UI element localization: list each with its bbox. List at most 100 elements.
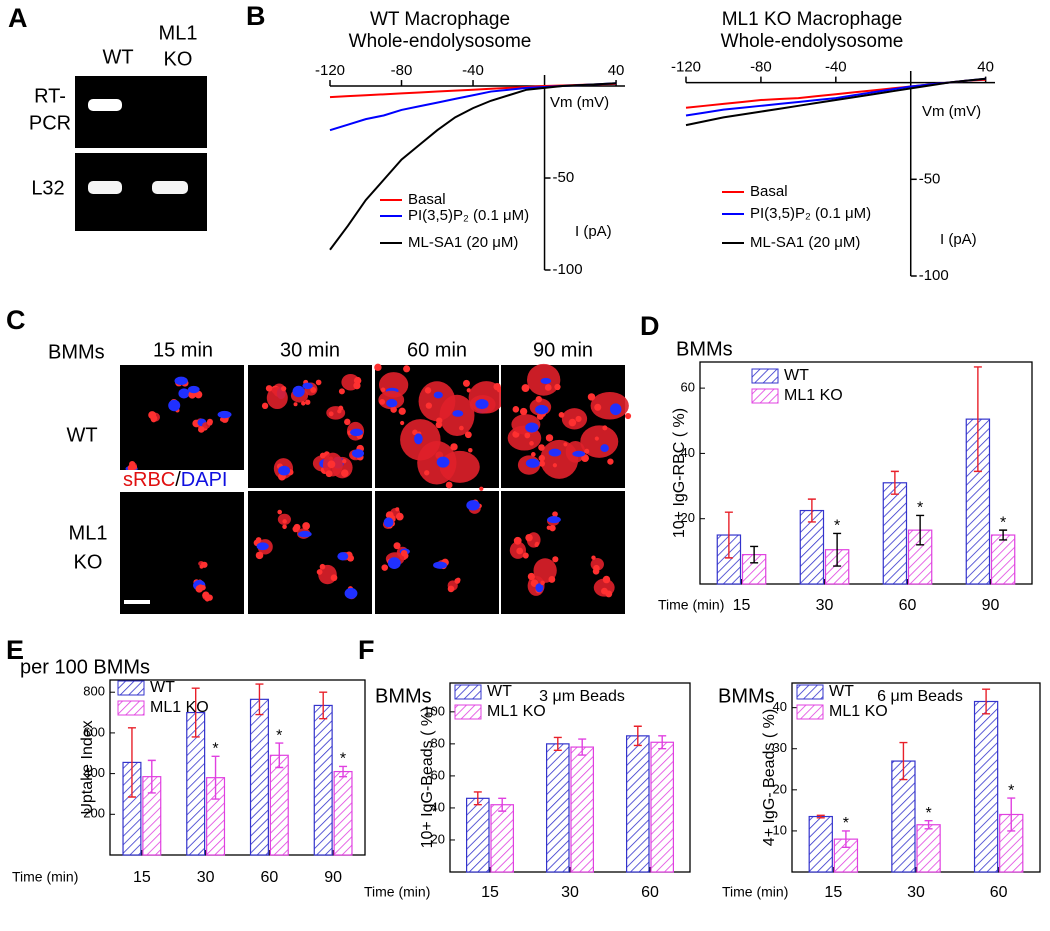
panel-label: A [8, 3, 28, 33]
rbc [546, 525, 552, 530]
rbc [342, 459, 347, 464]
error-bar [982, 688, 991, 715]
bar [570, 746, 594, 873]
bar [545, 743, 570, 873]
x-tick-label: 60 [899, 597, 917, 614]
trace [685, 77, 986, 127]
y-axis-label: 10+ IgG-RBC ( %) [671, 408, 688, 538]
error-bar [658, 735, 667, 750]
rbc [425, 402, 433, 409]
rbc [315, 379, 322, 386]
nucleus [174, 376, 188, 386]
rbc [554, 383, 561, 391]
rbc [398, 407, 406, 415]
panel-label: F [358, 635, 375, 665]
rbc [316, 569, 323, 575]
rbc [594, 436, 599, 441]
x-tick-label: 40 [977, 59, 994, 76]
plot-frame [109, 679, 366, 856]
rbc [344, 418, 351, 426]
row-label: L32 [31, 177, 64, 199]
nucleus [298, 530, 312, 538]
rbc [544, 384, 552, 391]
rbc [479, 486, 484, 491]
y-tick-label: 20 [773, 781, 787, 796]
micrograph [120, 491, 244, 614]
legend-swatch [117, 700, 145, 716]
legend-swatch [796, 684, 824, 700]
rbc [512, 406, 520, 413]
x-tick-label: -40 [462, 62, 484, 79]
error-bar [498, 797, 507, 812]
x-tick-label: 60 [641, 884, 659, 901]
rbc [602, 575, 611, 584]
nucleus [187, 385, 200, 394]
error-bar [899, 741, 908, 781]
x-tick-label: -80 [750, 59, 772, 76]
gel-band [88, 181, 122, 194]
rbc [390, 406, 397, 413]
rbc [538, 444, 545, 451]
nucleus [540, 377, 552, 384]
panel-label: D [640, 311, 660, 341]
rbc [353, 376, 362, 385]
micrograph [120, 365, 244, 488]
nucleus [350, 428, 363, 437]
nucleus [436, 456, 450, 468]
stain-label: sRBC/DAPI [123, 469, 227, 491]
nucleus [414, 433, 423, 445]
rbc [293, 523, 301, 531]
rbc [310, 387, 317, 393]
rbc-cluster [266, 386, 288, 410]
legend-label: ML1 KO [784, 387, 843, 404]
rbc [325, 470, 333, 478]
legend-swatch [454, 704, 482, 720]
row-label: RT- [34, 85, 66, 107]
y-axis-label: 4+ IgG- Beads ( %) [761, 709, 778, 846]
x-tick-label: -40 [825, 59, 847, 76]
rbc [530, 452, 536, 457]
nucleus [383, 517, 394, 528]
y-tick-label: 200 [83, 806, 105, 821]
panel-label: C [6, 305, 26, 335]
significance-marker: * [340, 751, 346, 768]
rbc [301, 401, 306, 406]
rbc [282, 524, 287, 530]
rbc [456, 577, 461, 583]
lane-label: ML1 [159, 22, 198, 44]
legend-label: ML1 KO [829, 703, 888, 720]
x-tick-label: -120 [671, 59, 701, 76]
rbc [261, 402, 269, 410]
rbc [592, 567, 600, 575]
legend-label: Basal [750, 183, 788, 200]
rbc [200, 584, 206, 591]
error-bar [1007, 797, 1016, 832]
column-label: 15 min [153, 339, 213, 361]
significance-marker: * [1008, 782, 1014, 799]
x-tick-label: 90 [982, 597, 1000, 614]
row-label: KO [74, 551, 103, 573]
rbc [534, 543, 539, 548]
x-axis-label: Time (min) [12, 869, 78, 885]
chart-title: per 100 BMMs [20, 656, 150, 678]
error-bar [553, 736, 562, 751]
bar [466, 797, 490, 873]
y-tick-label: 30 [773, 740, 787, 755]
x-tick-label: 60 [260, 869, 278, 886]
error-bar [339, 765, 348, 778]
error-bar [578, 738, 587, 756]
legend-label: WT [784, 367, 809, 384]
rbc [581, 454, 589, 462]
gel-band [152, 181, 188, 194]
rbc [201, 561, 208, 568]
x-tick-label: 15 [133, 869, 151, 886]
rbc [219, 417, 225, 422]
legend-label: WT [487, 683, 512, 700]
nucleus [600, 444, 609, 453]
rbc [374, 363, 382, 372]
nucleus [535, 583, 544, 593]
legend-swatch [751, 388, 779, 404]
rbc [403, 365, 411, 373]
rbc [400, 549, 408, 557]
rbc [400, 420, 405, 426]
